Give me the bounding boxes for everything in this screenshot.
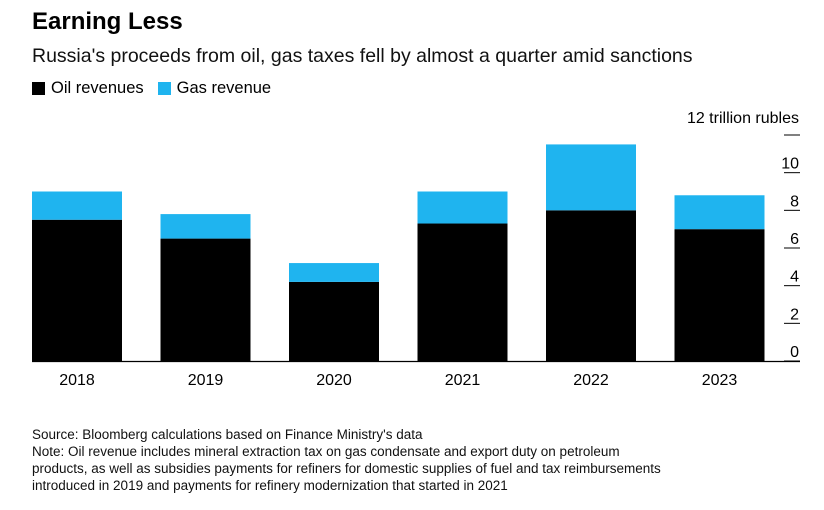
y-tick-label: 10 xyxy=(781,156,799,173)
bar-gas-2020 xyxy=(289,263,379,282)
y-tick-label: 8 xyxy=(790,193,799,210)
legend-label-gas: Gas revenue xyxy=(176,79,272,97)
note-line: Note: Oil revenue includes mineral extra… xyxy=(32,444,620,459)
x-tick-label: 2018 xyxy=(59,372,95,389)
bar-oil-2019 xyxy=(160,238,251,361)
y-tick-label: 0 xyxy=(790,344,799,361)
note-line: products, as well as subsidies payments … xyxy=(32,461,661,476)
x-tick-label: 2019 xyxy=(188,372,224,389)
x-tick-label: 2023 xyxy=(702,372,738,389)
x-tick-label: 2021 xyxy=(445,372,481,389)
y-axis-unit-label: 12 trillion rubles xyxy=(687,110,799,127)
y-tick-label: 2 xyxy=(790,306,799,323)
chart-notes: Source: Bloomberg calculations based on … xyxy=(32,426,802,494)
bar-oil-2022 xyxy=(546,210,636,361)
chart-subtitle: Russia's proceeds from oil, gas taxes fe… xyxy=(32,45,693,67)
source-note: Source: Bloomberg calculations based on … xyxy=(32,427,423,442)
legend: Oil revenues Gas revenue xyxy=(32,79,285,98)
legend-label-oil: Oil revenues xyxy=(51,79,144,97)
x-tick-label: 2022 xyxy=(573,372,609,389)
bar-oil-2021 xyxy=(417,223,508,361)
bar-gas-2023 xyxy=(674,195,765,230)
bar-gas-2019 xyxy=(160,214,251,239)
bar-oil-2018 xyxy=(32,219,122,361)
bar-oil-2020 xyxy=(289,281,379,361)
bar-gas-2021 xyxy=(417,191,508,224)
note-line: introduced in 2019 and payments for refi… xyxy=(32,478,508,493)
y-tick-label: 6 xyxy=(790,231,799,248)
legend-item-gas: Gas revenue xyxy=(157,79,272,98)
bar-oil-2023 xyxy=(674,229,765,361)
y-tick-label: 4 xyxy=(790,269,799,286)
legend-item-oil: Oil revenues xyxy=(32,79,144,98)
stacked-bar-chart: 2018 2019 2020 2021 2022 2023 0 2 4 6 8 10 12 trilli… xyxy=(32,110,800,389)
legend-swatch-oil xyxy=(32,82,45,95)
bar-gas-2022 xyxy=(546,144,636,211)
chart-title: Earning Less xyxy=(32,8,183,35)
x-tick-label: 2020 xyxy=(316,372,352,389)
legend-swatch-gas xyxy=(157,82,171,95)
bar-gas-2018 xyxy=(32,191,122,220)
